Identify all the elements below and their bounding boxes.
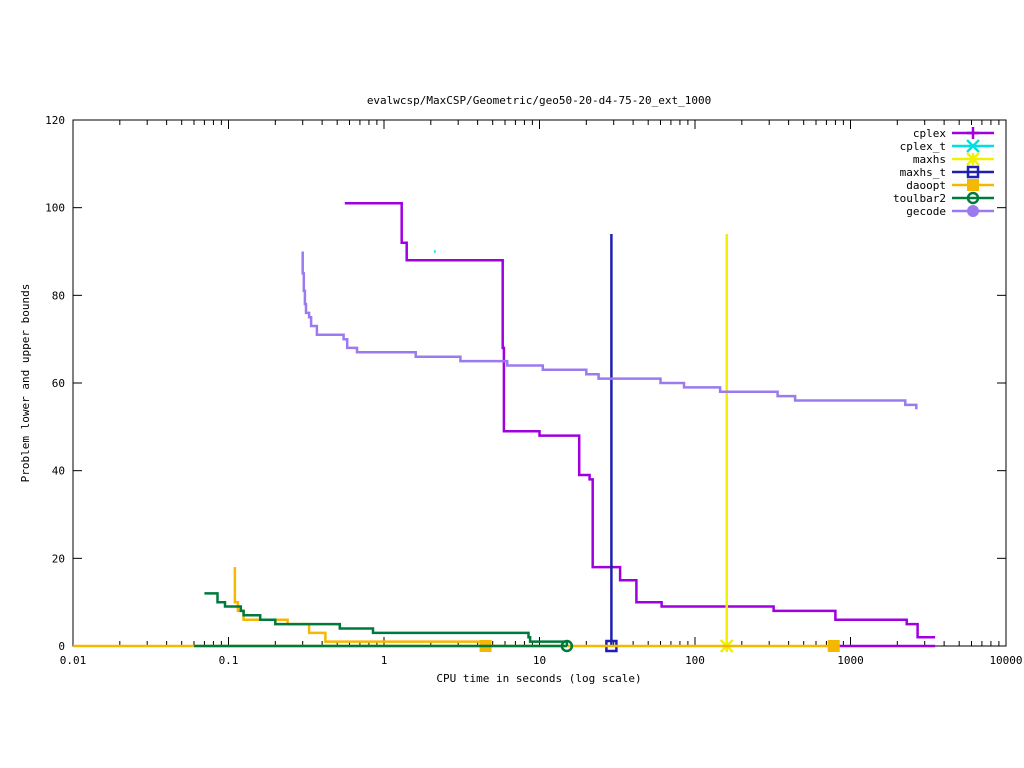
x-tick-label: 100 — [685, 654, 705, 667]
plot-frame — [72, 119, 1007, 647]
legend-marker-maxhs-b — [966, 152, 980, 166]
legend-marker-maxhs — [966, 152, 980, 166]
series-toulbar2 — [194, 592, 574, 653]
legend-marker-gecode — [967, 205, 979, 217]
y-axis-label: Problem lower and upper bounds — [19, 284, 32, 483]
y-tick-label: 80 — [52, 289, 65, 302]
legend-label-toulbar2: toulbar2 — [893, 192, 946, 205]
y-tick-label: 40 — [52, 465, 65, 478]
series-cplex — [344, 202, 936, 648]
x-tick-label: 0.1 — [219, 654, 239, 667]
legend-label-cplex_t: cplex_t — [900, 140, 946, 153]
x-tick-label: 10000 — [989, 654, 1022, 667]
legend-marker-cplex — [967, 127, 979, 139]
series-layer — [73, 202, 936, 653]
x-tick-label: 0.01 — [60, 654, 87, 667]
legend-label-daoopt: daoopt — [906, 179, 946, 192]
series-line-cplex — [344, 202, 936, 639]
legend-label-maxhs_t: maxhs_t — [900, 166, 946, 179]
legend-label-maxhs: maxhs — [913, 153, 946, 166]
series-maxhs_t — [605, 234, 618, 653]
legend-marker-toulbar2 — [966, 191, 980, 205]
x-tick-label: 1 — [381, 654, 388, 667]
legend-marker-cplex_t-b — [966, 139, 980, 153]
series-line-gecode — [301, 251, 918, 410]
data-point-toulbar2 — [560, 639, 574, 653]
series-line-daoopt — [233, 567, 487, 646]
legend: cplexcplex_tmaxhsmaxhs_tdaoopttoulbar2ge… — [893, 127, 994, 218]
legend-marker-daoopt — [967, 179, 979, 191]
legend-marker-cplex_t — [966, 139, 980, 153]
y-tick-label: 120 — [45, 114, 65, 127]
legend-label-cplex: cplex — [913, 127, 946, 140]
y-tick-label: 60 — [52, 377, 65, 390]
axes: 0.01 0.1 1 10 100 1000 10000 0 20 40 60 80 100 120 — [45, 114, 1022, 667]
x-tick-label: 1000 — [837, 654, 864, 667]
y-tick-label: 20 — [52, 552, 65, 565]
series-maxhs — [719, 234, 734, 653]
x-tick-label: 10 — [533, 654, 546, 667]
y-tick-label: 0 — [58, 640, 65, 653]
legend-label-gecode: gecode — [906, 205, 946, 218]
series-daoopt — [73, 567, 840, 652]
series-gecode — [301, 251, 918, 410]
data-point-daoopt — [827, 640, 840, 652]
chart-title: evalwcsp/MaxCSP/Geometric/geo50-20-d4-75… — [367, 94, 711, 107]
x-axis-label: CPU time in seconds (log scale) — [436, 672, 641, 685]
legend-marker-maxhs_t — [966, 165, 980, 179]
y-tick-label: 100 — [45, 202, 65, 215]
series-line-toulbar2 — [204, 592, 569, 646]
